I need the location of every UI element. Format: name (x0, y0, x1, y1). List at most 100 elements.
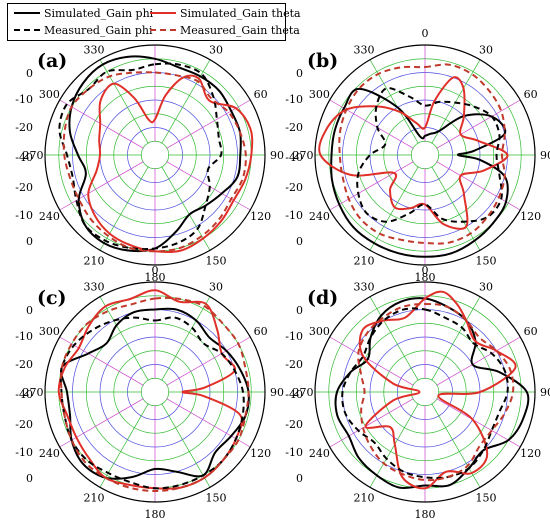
series-line (58, 62, 223, 251)
grid-spoke (431, 166, 481, 251)
angular-tick-label: 330 (354, 43, 375, 56)
angular-tick-label: 60 (524, 88, 538, 101)
series-line (334, 297, 530, 490)
angular-tick-label: 210 (354, 492, 375, 505)
radial-tick-label: -10 (285, 93, 303, 106)
angular-tick-label: 240 (39, 447, 60, 460)
angular-tick-label: 0 (422, 264, 429, 277)
radial-tick-label: -10 (285, 330, 303, 343)
grid-spoke (59, 99, 144, 149)
radial-tick-label: -20 (15, 181, 33, 194)
grid-spoke (59, 161, 144, 211)
radial-tick-label: -10 (15, 209, 33, 222)
legend: Simulated_Gain phi Simulated_Gain theta … (7, 3, 301, 41)
radial-tick-label: -20 (285, 181, 303, 194)
radial-tick-label: 0 (26, 67, 33, 80)
grid-spoke (329, 161, 414, 211)
grid-spoke (329, 398, 414, 448)
polar-border (44, 44, 266, 266)
legend-line-meas-phi (14, 29, 40, 31)
angular-tick-label: 300 (39, 325, 60, 338)
radial-tick-label: -20 (285, 358, 303, 371)
legend-label: Simulated_Gain theta (180, 6, 301, 20)
angular-tick-label: 240 (39, 210, 60, 223)
legend-line-sim-theta (150, 12, 176, 14)
radial-tick-label: -10 (285, 209, 303, 222)
radial-tick-label: 0 (26, 304, 33, 317)
angular-tick-label: 90 (540, 386, 550, 399)
angular-tick-label: 60 (254, 325, 268, 338)
grid-spoke (166, 336, 251, 386)
polar-panel: 0 30 60 90 120 150 180 210 240 270 300 330 0 -10 -20 -4… (285, 27, 550, 284)
grid-spoke (161, 296, 211, 381)
radial-tick-label: -40 (15, 151, 33, 164)
grid-spoke (161, 59, 211, 144)
angular-tick-label: 180 (145, 271, 166, 284)
panel-label: (a) (37, 50, 67, 72)
grid-ring (140, 377, 170, 407)
panel-label: (b) (307, 50, 338, 72)
angular-tick-label: 150 (206, 492, 227, 505)
radial-tick-label: -40 (285, 151, 303, 164)
angular-tick-label: 60 (254, 88, 268, 101)
angular-tick-label: 120 (520, 210, 541, 223)
legend-line-sim-phi (14, 12, 40, 14)
angular-tick-label: 30 (209, 280, 223, 293)
angular-tick-label: 90 (270, 386, 284, 399)
angular-tick-label: 90 (270, 149, 284, 162)
angular-tick-label: 150 (476, 492, 497, 505)
radial-tick-label: -10 (15, 93, 33, 106)
panel-label: (d) (307, 287, 338, 309)
panel-label: (c) (37, 287, 67, 309)
series-line (59, 296, 250, 493)
radial-tick-label: 0 (26, 472, 33, 485)
legend-item-meas-theta: Measured_Gain theta (150, 22, 300, 38)
angular-tick-label: 210 (354, 255, 375, 268)
series-line (358, 290, 517, 490)
angular-tick-label: 120 (250, 447, 271, 460)
angular-tick-label: 330 (84, 43, 105, 56)
radial-tick-label: -20 (285, 121, 303, 134)
angular-tick-label: 180 (415, 508, 436, 521)
angular-tick-label: 300 (309, 325, 330, 338)
angular-tick-label: 300 (39, 88, 60, 101)
polar-panel: 0 30 60 90 120 150 180 210 240 270 300 330 0 -10 -20 -4… (15, 264, 284, 521)
legend-item-meas-phi: Measured_Gain phi (14, 22, 152, 38)
grid-spoke (436, 336, 521, 386)
radial-tick-label: -20 (285, 418, 303, 431)
radial-tick-label: 0 (296, 304, 303, 317)
grid-spoke (369, 166, 419, 251)
radial-tick-label: -10 (285, 446, 303, 459)
grid-spoke (431, 296, 481, 381)
angular-tick-label: 30 (209, 43, 223, 56)
grid-ring (410, 140, 440, 170)
polar-panel: 0 30 60 90 120 150 180 210 240 270 300 330 0 -10 -20 -4… (15, 27, 284, 284)
series-line (318, 76, 509, 230)
series-line (357, 302, 515, 482)
polar-border (314, 281, 536, 503)
radial-tick-label: -40 (15, 388, 33, 401)
angular-tick-label: 90 (540, 149, 550, 162)
angular-tick-label: 120 (520, 447, 541, 460)
angular-tick-label: 30 (479, 280, 493, 293)
angular-tick-label: 270 (293, 149, 314, 162)
angular-tick-label: 330 (84, 280, 105, 293)
grid-ring (140, 140, 170, 170)
radial-tick-label: 0 (26, 235, 33, 248)
angular-tick-label: 270 (293, 386, 314, 399)
grid-spoke (166, 161, 251, 211)
angular-tick-label: 210 (84, 255, 105, 268)
series-line (60, 307, 250, 480)
radial-tick-label: 0 (296, 67, 303, 80)
radial-tick-label: -20 (15, 418, 33, 431)
radial-tick-label: 0 (296, 235, 303, 248)
angular-tick-label: 270 (23, 386, 44, 399)
radial-tick-label: -40 (285, 388, 303, 401)
series-line (57, 289, 244, 490)
angular-tick-label: 210 (84, 492, 105, 505)
polar-border (44, 281, 266, 503)
angular-tick-label: 180 (415, 271, 436, 284)
polar-panel: 0 30 60 90 120 150 180 210 240 270 300 330 0 -10 -20 -4… (285, 264, 550, 521)
legend-item-sim-phi: Simulated_Gain phi (14, 5, 153, 21)
